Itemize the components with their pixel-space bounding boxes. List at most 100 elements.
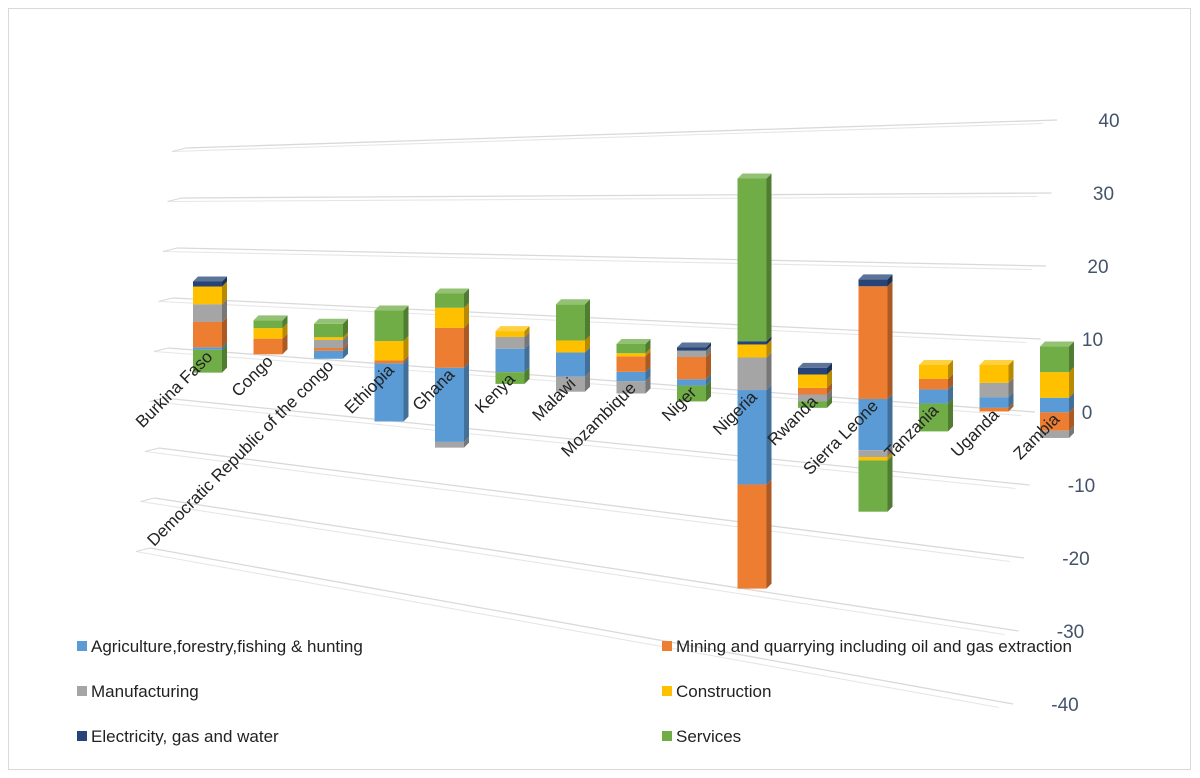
bar-segment-side [888, 281, 893, 399]
bar-segment [798, 374, 827, 387]
bar-segment [193, 347, 222, 350]
bar-top-face [677, 342, 711, 347]
bar-segment [496, 331, 525, 337]
y-tick-label: -10 [1068, 476, 1095, 497]
bar-segment [435, 294, 464, 308]
bar-segment [375, 360, 404, 363]
bar-segment [556, 304, 585, 340]
bar-segment [677, 347, 706, 350]
legend-label: Manufacturing [91, 682, 199, 701]
bar-segment-side [585, 299, 590, 340]
x-tick-label: Burkina Faso [132, 347, 216, 431]
bar-segment [1040, 372, 1069, 398]
legend-swatch [77, 641, 87, 651]
x-tick-label: Malawi [528, 374, 579, 425]
bar-segment [435, 442, 464, 448]
gridline-front [141, 502, 1005, 635]
gridline [186, 120, 1057, 148]
bar-segment [738, 341, 767, 344]
y-tick-label: 10 [1082, 330, 1103, 351]
bar-segment [193, 304, 222, 322]
bar-top-face [496, 326, 530, 331]
bar-segment [314, 340, 343, 348]
bar-segment [919, 365, 948, 379]
bar-segment-side [1069, 342, 1074, 373]
bar-segment [798, 368, 827, 375]
bar-segment [435, 308, 464, 328]
gridline-front [172, 124, 1043, 152]
bar-top-face [254, 315, 288, 320]
bar-segment [677, 379, 706, 385]
bar-top-face [617, 339, 651, 344]
bar-segment [1040, 347, 1069, 373]
y-tick-label: 40 [1098, 111, 1119, 132]
gridline [150, 548, 1013, 704]
bar-top-face [738, 173, 772, 178]
legend-swatch [662, 641, 672, 651]
bar-top-face [1040, 342, 1074, 347]
bar-segment [314, 324, 343, 337]
legend-swatch [77, 686, 87, 696]
bar-segment [859, 457, 888, 460]
gridline-edge [145, 448, 159, 452]
bar-segment [314, 348, 343, 351]
bar-segment-side [948, 398, 953, 431]
bar-segment-side [767, 173, 772, 341]
bar-segment [980, 365, 1009, 383]
legend-swatch [77, 731, 87, 741]
bar-segment [798, 388, 827, 395]
bar-segment [859, 279, 888, 286]
bar-segment [738, 484, 767, 588]
gridline [155, 498, 1019, 631]
bar-top-face [375, 306, 409, 311]
bar-segment [859, 460, 888, 511]
bar-segment [496, 349, 525, 372]
bar-segment-side [1069, 367, 1074, 398]
bar-segment [375, 311, 404, 342]
bar-segment [314, 351, 343, 359]
y-tick-label: 30 [1093, 184, 1114, 205]
bar-segment [677, 357, 706, 379]
legend-swatch [662, 686, 672, 696]
bar-segment [556, 353, 585, 377]
bar-segment-side [404, 358, 409, 421]
bar-segment [254, 339, 283, 355]
bar-top-face [980, 360, 1014, 365]
bar-segment [738, 357, 767, 390]
bar-segment [254, 320, 283, 328]
bar-segment-side [767, 352, 772, 390]
gridline-edge [141, 498, 155, 502]
gridline-edge [154, 348, 168, 352]
gridline [159, 448, 1024, 558]
gridline-edge [136, 548, 150, 552]
bar-segment [193, 287, 222, 305]
gridline-edge [159, 298, 173, 302]
y-tick-label: -40 [1051, 695, 1078, 716]
bar-segment [375, 341, 404, 360]
gridline [177, 248, 1046, 266]
bar-segment [919, 389, 948, 403]
bar-segment [617, 353, 646, 356]
bar-segment-side [404, 306, 409, 342]
gridline-edge [163, 248, 177, 252]
y-tick-label: 0 [1082, 403, 1093, 424]
gridline [173, 298, 1041, 339]
x-tick-label: Rwanda [764, 392, 822, 450]
bar-segment [556, 340, 585, 352]
bar-top-face [314, 319, 348, 324]
legend-label: Agriculture,forestry,fishing & hunting [91, 637, 363, 656]
bar-segment [193, 281, 222, 286]
bar-top-face [193, 276, 227, 281]
bar-segment [435, 328, 464, 368]
bar-segment [617, 372, 646, 381]
bar-segment [617, 344, 646, 353]
bar-top-face [919, 360, 953, 365]
bar-segment [677, 351, 706, 357]
bar-segment [980, 397, 1009, 408]
bar-segment [859, 286, 888, 399]
legend-label: Mining and quarrying including oil and g… [676, 637, 1072, 656]
bar-segment [738, 178, 767, 341]
bar-segment-side [222, 317, 227, 347]
bar-segment [738, 344, 767, 357]
